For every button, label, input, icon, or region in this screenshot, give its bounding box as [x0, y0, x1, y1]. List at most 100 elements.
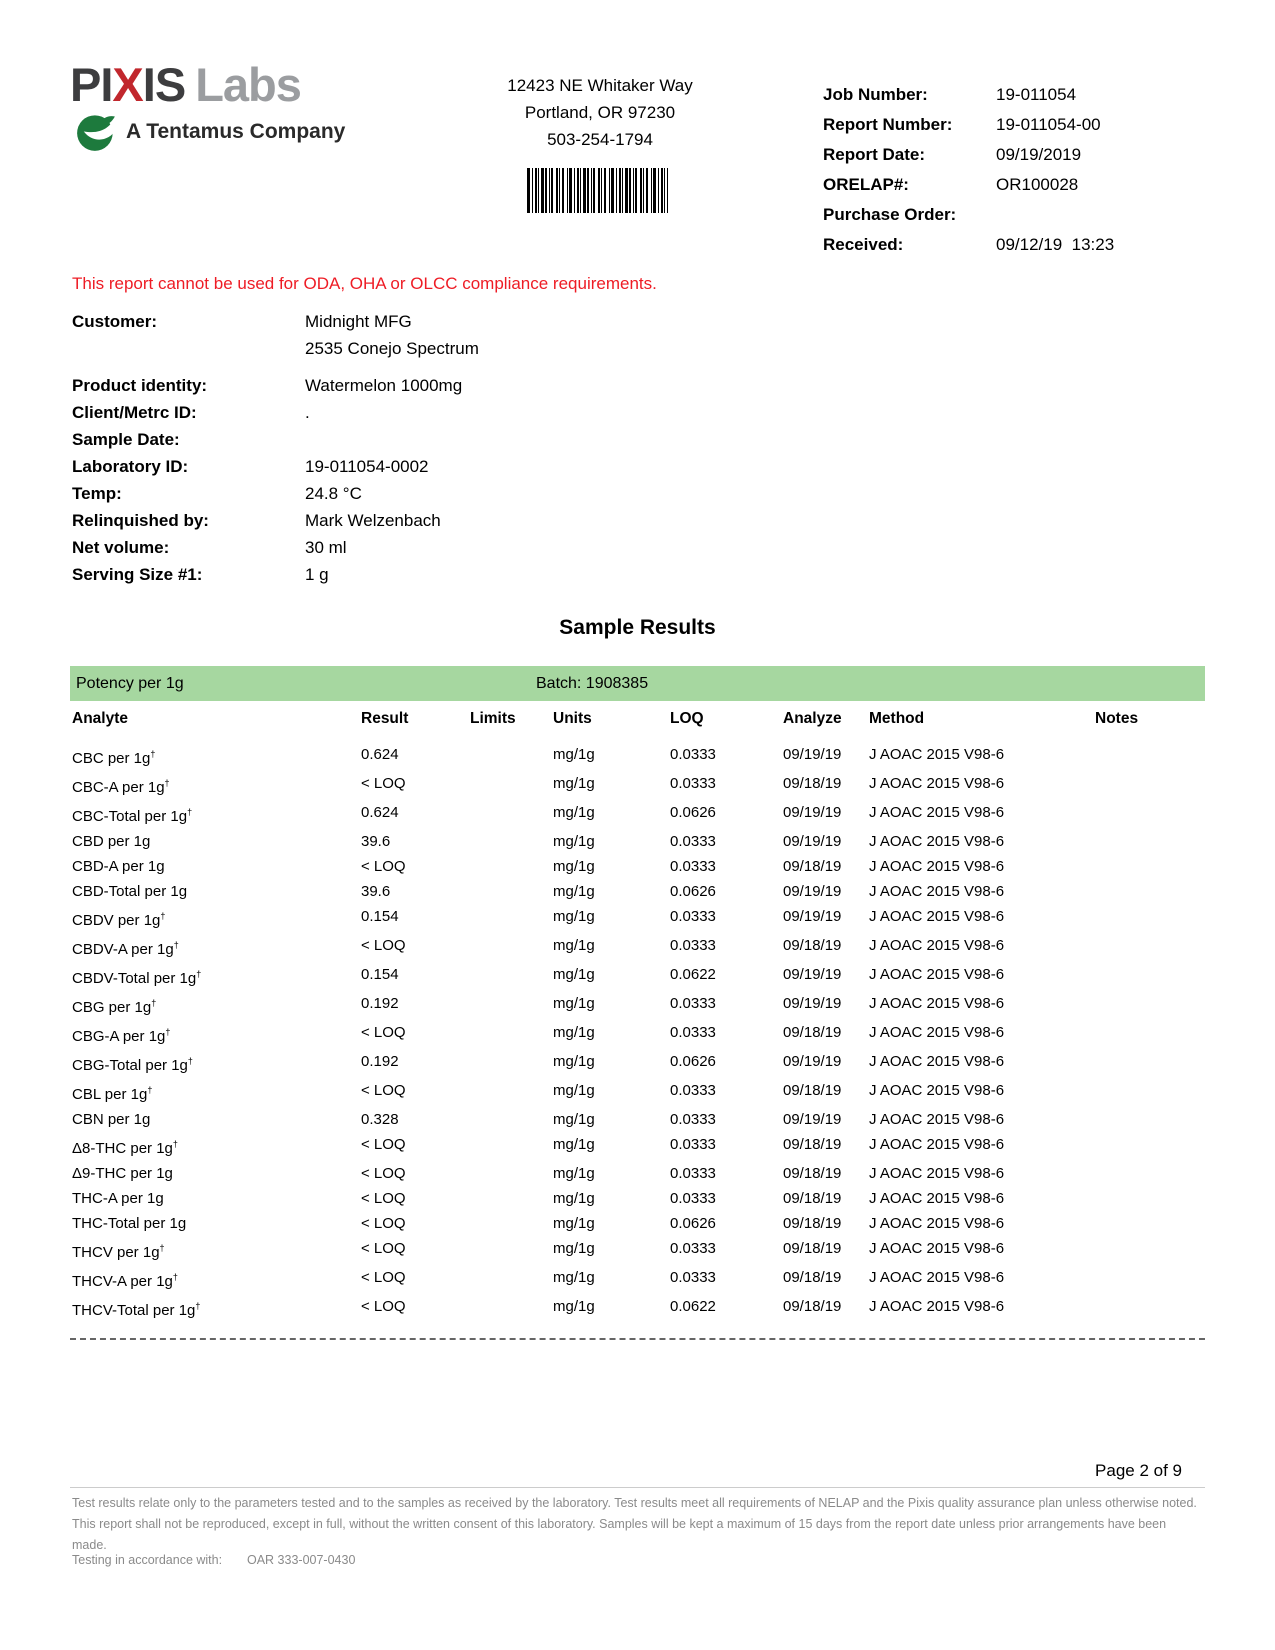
sample-info-label: Relinquished by:	[72, 510, 209, 530]
table-row: THCV-A per 1g† < LOQ mg/1g 0.0333 09/18/19 J …	[70, 1265, 1205, 1294]
analyze-cell: 09/19/19	[783, 1053, 842, 1070]
header-logo: PIXIS Labs A Tentamus Company	[70, 60, 345, 152]
result-cell: 0.624	[361, 746, 399, 763]
sample-info-row: Client/Metrc ID: .	[72, 399, 462, 426]
job-info-row: Report Number: 19-011054-00	[823, 110, 1114, 140]
testing-accordance: Testing in accordance with: OAR 333-007-…	[72, 1553, 355, 1567]
table-row: CBG-Total per 1g† 0.192 mg/1g 0.0626 09/19/1…	[70, 1049, 1205, 1078]
units-cell: mg/1g	[553, 1165, 595, 1182]
results-table-body: CBC per 1g† 0.624 mg/1g 0.0333 09/19/19 J AOA…	[70, 742, 1205, 1323]
loq-cell: 0.0333	[670, 775, 716, 792]
table-row: CBDV-A per 1g† < LOQ mg/1g 0.0333 09/18/19 J …	[70, 933, 1205, 962]
sample-info-row: Serving Size #1: 1 g	[72, 561, 462, 588]
sample-info-label: Net volume:	[72, 537, 170, 557]
result-cell: < LOQ	[361, 1082, 406, 1099]
loq-cell: 0.0622	[670, 1298, 716, 1315]
sample-info-row: Relinquished by: Mark Welzenbach	[72, 507, 462, 534]
testing-accordance-label: Testing in accordance with:	[72, 1553, 223, 1567]
sample-info-label: Serving Size #1:	[72, 564, 203, 584]
analyte-cell: CBG-A per 1g†	[72, 1027, 171, 1045]
analyte-cell: Δ8-THC per 1g†	[72, 1139, 178, 1157]
method-cell: J AOAC 2015 V98-6	[869, 1111, 1005, 1128]
method-cell: J AOAC 2015 V98-6	[869, 1269, 1005, 1286]
column-header-units: Units	[553, 710, 592, 727]
table-row: CBDV-Total per 1g† 0.154 mg/1g 0.0622 09/19/…	[70, 962, 1205, 991]
footer-divider	[70, 1487, 1205, 1488]
logo-part: PI	[70, 58, 113, 111]
notes-cell	[1093, 1294, 1205, 1323]
result-cell: < LOQ	[361, 1190, 406, 1207]
disclaimer-text: Test results relate only to the paramete…	[72, 1496, 1197, 1552]
analyte-cell: CBD per 1g	[72, 833, 151, 850]
analyze-cell: 09/18/19	[783, 775, 842, 792]
table-row: CBG per 1g† 0.192 mg/1g 0.0333 09/19/19 J AOA…	[70, 991, 1205, 1020]
table-row: CBL per 1g† < LOQ mg/1g 0.0333 09/18/19 J AOA…	[70, 1078, 1205, 1107]
notes-cell	[1093, 1107, 1205, 1132]
result-cell: 0.192	[361, 1053, 399, 1070]
result-cell: 0.154	[361, 908, 399, 925]
notes-cell	[1093, 1020, 1205, 1049]
result-cell: 0.328	[361, 1111, 399, 1128]
units-cell: mg/1g	[553, 775, 595, 792]
units-cell: mg/1g	[553, 1024, 595, 1041]
testing-accordance-value: OAR 333-007-0430	[247, 1553, 356, 1567]
column-header-loq: LOQ	[670, 710, 704, 727]
limits-cell	[468, 1049, 551, 1078]
units-cell: mg/1g	[553, 1215, 595, 1232]
job-info-value: 19-011054	[996, 85, 1077, 104]
analyze-cell: 09/18/19	[783, 1024, 842, 1041]
table-row: THCV-Total per 1g† < LOQ mg/1g 0.0622 09/18/…	[70, 1294, 1205, 1323]
column-header-result: Result	[361, 710, 409, 727]
limits-cell	[468, 1186, 551, 1211]
job-info-row: Received: 09/12/19 13:23	[823, 230, 1114, 260]
result-cell: < LOQ	[361, 1024, 406, 1041]
limits-cell	[468, 1294, 551, 1323]
limits-cell	[468, 962, 551, 991]
method-cell: J AOAC 2015 V98-6	[869, 908, 1005, 925]
notes-cell	[1093, 1078, 1205, 1107]
notes-cell	[1093, 1049, 1205, 1078]
tentamus-leaf-icon	[77, 115, 116, 151]
sample-info-value: Mark Welzenbach	[305, 510, 441, 530]
notes-cell	[1093, 962, 1205, 991]
sample-info-value: Watermelon 1000mg	[305, 375, 463, 395]
customer-section: Customer: Midnight MFG 2535 Conejo Spect…	[72, 308, 479, 362]
units-cell: mg/1g	[553, 833, 595, 850]
table-row: CBN per 1g 0.328 mg/1g 0.0333 09/19/19 J AOAC…	[70, 1107, 1205, 1132]
dagger-footnote-mark: †	[173, 940, 179, 950]
sample-info-label: Laboratory ID:	[72, 456, 189, 476]
table-row: CBD per 1g 39.6 mg/1g 0.0333 09/19/19 J AOAC …	[70, 829, 1205, 854]
result-cell: 0.624	[361, 804, 399, 821]
table-row: CBD-A per 1g < LOQ mg/1g 0.0333 09/18/19 J AO…	[70, 854, 1205, 879]
units-cell: mg/1g	[553, 804, 595, 821]
method-cell: J AOAC 2015 V98-6	[869, 966, 1005, 983]
analyte-cell: CBL per 1g†	[72, 1085, 153, 1103]
analyze-cell: 09/18/19	[783, 1190, 842, 1207]
limits-cell	[468, 1078, 551, 1107]
table-row: CBG-A per 1g† < LOQ mg/1g 0.0333 09/18/19 J A…	[70, 1020, 1205, 1049]
job-info-value: 09/19/2019	[996, 145, 1082, 164]
result-cell: < LOQ	[361, 1215, 406, 1232]
dagger-footnote-mark: †	[187, 1056, 193, 1066]
limits-cell	[468, 800, 551, 829]
result-cell: 39.6	[361, 833, 391, 850]
loq-cell: 0.0333	[670, 1136, 716, 1153]
page-number: Page 2 of 9	[1095, 1461, 1182, 1480]
limits-cell	[468, 933, 551, 962]
dagger-footnote-mark: †	[195, 1301, 201, 1311]
logo-suffix: Labs	[195, 58, 302, 111]
analyte-cell: CBD-Total per 1g	[72, 883, 188, 900]
notes-cell	[1093, 904, 1205, 933]
dagger-footnote-mark: †	[151, 998, 157, 1008]
logo-part: IS	[142, 58, 186, 111]
result-cell: 0.192	[361, 995, 399, 1012]
job-info-row: ORELAP#: OR100028	[823, 170, 1114, 200]
analyte-cell: THCV-Total per 1g†	[72, 1301, 201, 1319]
method-cell: J AOAC 2015 V98-6	[869, 858, 1005, 875]
sample-info-row: Product identity: Watermelon 1000mg	[72, 372, 462, 399]
notes-cell	[1093, 1265, 1205, 1294]
table-row: Δ9-THC per 1g < LOQ mg/1g 0.0333 09/18/19 J A…	[70, 1161, 1205, 1186]
units-cell: mg/1g	[553, 995, 595, 1012]
method-cell: J AOAC 2015 V98-6	[869, 746, 1005, 763]
